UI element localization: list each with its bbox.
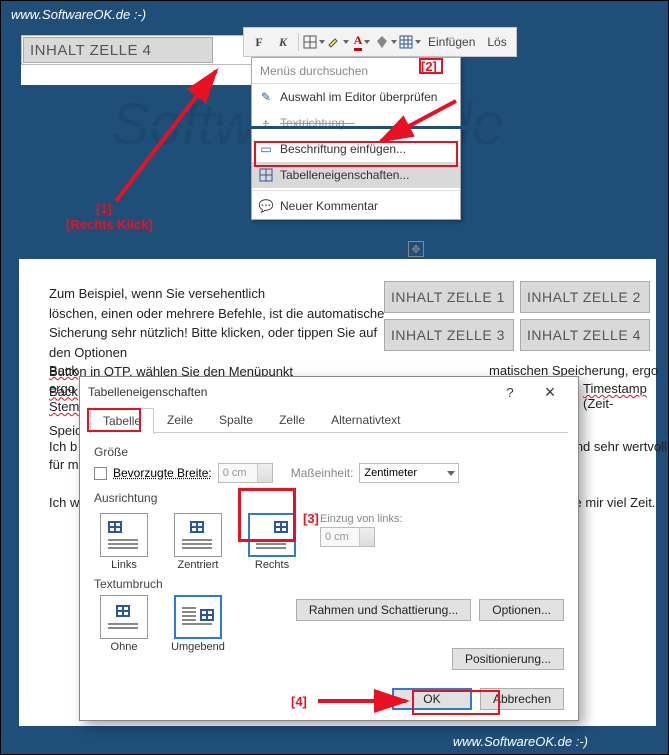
highlight-dropdown[interactable]: [327, 31, 349, 53]
wrap-around[interactable]: Umgebend: [168, 595, 228, 653]
t: Zum Beispiel, wenn Sie versehentlich: [49, 286, 265, 301]
bold-button[interactable]: F: [248, 31, 270, 53]
border-dropdown[interactable]: [303, 31, 325, 53]
mini-toolbar: F K A Einfügen Lös: [243, 27, 517, 57]
wrap-none[interactable]: Ohne: [94, 595, 154, 653]
table-insert-dropdown[interactable]: [399, 31, 421, 53]
menu-new-comment[interactable]: 💬 Neuer Kommentar: [252, 193, 460, 219]
table-cell[interactable]: INHALT ZELLE 3: [384, 319, 514, 351]
watermark-top: www.SoftwareOK.de :-): [11, 7, 146, 22]
tab-table[interactable]: Tabelle: [90, 408, 154, 434]
indent-spinner[interactable]: 0 cm: [320, 527, 375, 547]
italic-button[interactable]: K: [272, 31, 294, 53]
size-group-label: Größe: [94, 445, 564, 459]
annotation-1-label: [Rechts Klick]: [66, 217, 153, 232]
menu-item-label: Neuer Kommentar: [280, 199, 378, 213]
annotation-1-num: [1]: [96, 201, 112, 216]
align-right[interactable]: Rechts: [242, 513, 302, 571]
dialog-tabs: Tabelle Zeile Spalte Zelle Alternativtex…: [90, 407, 568, 433]
sample-cell-4: INHALT ZELLE 4: [23, 37, 213, 63]
doc-frag-ergo: ergo: [49, 381, 75, 396]
sample-table: INHALT ZELLE 1 INHALT ZELLE 2 INHALT ZEL…: [384, 281, 650, 351]
shading-dropdown[interactable]: [375, 31, 397, 53]
annotation-3: [3]: [303, 511, 319, 526]
toolbar-sep: [298, 33, 299, 51]
mid-divider: [3, 126, 666, 129]
annotation-2: [2]: [421, 59, 437, 74]
pref-width-checkbox[interactable]: [94, 467, 107, 480]
comment-icon: 💬: [258, 198, 274, 214]
unit-select[interactable]: Zentimeter: [359, 463, 459, 483]
align-group-label: Ausrichtung: [94, 491, 564, 505]
watermark-bottom: www.SoftwareOK.de :-): [453, 734, 588, 749]
tab-cell[interactable]: Zelle: [266, 407, 318, 433]
tab-alttext[interactable]: Alternativtext: [318, 407, 413, 433]
annotation-4: [4]: [291, 694, 307, 709]
options-button[interactable]: Optionen...: [479, 599, 564, 621]
align-center[interactable]: Zentriert: [168, 513, 228, 571]
menu-table-properties[interactable]: Tabelleneigenschaften...: [252, 162, 460, 188]
arrow-4: [316, 691, 416, 711]
doc-frag-stem: Stem: [49, 399, 79, 414]
borders-button[interactable]: Rahmen und Schattierung...: [296, 599, 471, 621]
tableprops-icon: [258, 167, 274, 183]
dialog-title-text: Tabelleneigenschaften: [88, 385, 207, 399]
dialog-body: Größe Bevorzugte Breite: 0 cm Maßeinheit…: [80, 433, 578, 661]
arrow-1: [111, 61, 241, 211]
align-label: Links: [111, 559, 137, 571]
table-cell[interactable]: INHALT ZELLE 2: [520, 281, 650, 313]
menu-separator: [252, 190, 460, 191]
wrap-label: Ohne: [111, 641, 138, 653]
positioning-button[interactable]: Positionierung...: [452, 648, 564, 670]
doc-frag-ichb: Ich b: [49, 439, 77, 454]
menu-item-label: Tabelleneigenschaften...: [280, 168, 409, 182]
tab-column[interactable]: Spalte: [206, 407, 266, 433]
t: löschen, einen oder mehrere Befehle, ist…: [49, 306, 384, 360]
table-anchor-icon[interactable]: ✥: [408, 241, 424, 257]
arrow-2: [371, 96, 461, 151]
help-button[interactable]: ?: [490, 378, 530, 406]
delete-label[interactable]: Lös: [482, 35, 511, 49]
font-color-dropdown[interactable]: A: [351, 31, 373, 53]
pref-width-spinner[interactable]: 0 cm: [218, 463, 273, 483]
dialog-footer: OK Abbrechen: [392, 688, 564, 710]
align-label: Rechts: [255, 559, 289, 571]
close-button[interactable]: ×: [530, 378, 570, 406]
indent-label: Einzug von links:: [320, 513, 403, 525]
doc-frag-furm: für m: [49, 457, 79, 472]
unit-label: Maßeinheit:: [291, 466, 354, 480]
dialog-titlebar: Tabelleneigenschaften ? ×: [80, 377, 578, 407]
pref-width-label: Bevorzugte Breite:: [113, 466, 212, 480]
alignment-options: Links Zentriert Rechts: [94, 513, 302, 571]
table-cell[interactable]: INHALT ZELLE 4: [520, 319, 650, 351]
wrap-label: Umgebend: [171, 641, 225, 653]
tab-row[interactable]: Zeile: [154, 407, 206, 433]
insert-label[interactable]: Einfügen: [423, 35, 480, 49]
check-icon: ✎: [258, 89, 274, 105]
align-left[interactable]: Links: [94, 513, 154, 571]
table-properties-dialog: Tabelleneigenschaften ? × Tabelle Zeile …: [79, 376, 579, 721]
doc-frag-back: Back: [49, 363, 78, 378]
doc-frag-ichw: Ich w: [49, 495, 79, 510]
cancel-button[interactable]: Abbrechen: [480, 688, 564, 710]
wrap-group-label: Textumbruch: [94, 577, 564, 591]
caption-icon: ▭: [258, 141, 274, 157]
doc-frag-ts: Timestamp (Zeit-: [583, 381, 668, 411]
table-cell[interactable]: INHALT ZELLE 1: [384, 281, 514, 313]
align-label: Zentriert: [178, 559, 219, 571]
